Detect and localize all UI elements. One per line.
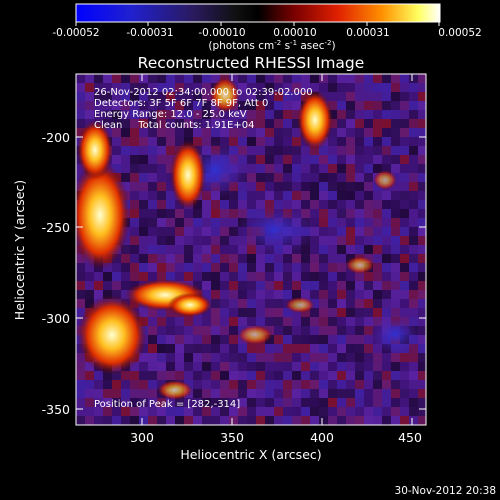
colorbar [75,3,441,23]
y-tick-label: -350 [42,402,70,417]
colorbar-tick-label: -0.00010 [198,27,245,39]
annotation-energy-range: Energy Range: 12.0 - 25.0 keV [94,109,247,120]
annotation-counts: Clean Total counts: 1.91E+04 [94,120,254,131]
colorbar-units: (photons cm-2 s-1 asec-2) [208,39,335,52]
annotation-detectors: Detectors: 3F 5F 6F 7F 8F 9F, Att 0 [94,98,268,109]
colorbar-tick-label: -0.00031 [126,27,173,39]
annotation-time-range: 26-Nov-2012 02:34:00.000 to 02:39:02.000 [94,87,313,98]
x-axis-ticks [141,74,413,425]
x-tick-label: 400 [310,430,334,445]
plot-title: Reconstructed RHESSI Image [138,54,365,72]
y-tick-label: -300 [42,311,70,326]
footer-date: 30-Nov-2012 20:38 [395,485,496,497]
x-tick-label: 350 [220,430,244,445]
colorbar-tick-label: 0.00031 [346,27,389,39]
plot-frame [75,73,427,426]
y-tick-label: -200 [42,130,70,145]
x-tick-label: 450 [398,430,422,445]
x-axis-label: Heliocentric X (arcsec) [180,447,321,462]
y-tick-label: -250 [42,220,70,235]
colorbar-tick-label: -0.00052 [52,27,99,39]
y-axis-ticks [76,136,426,410]
y-axis-label: Heliocentric Y (arcsec) [12,180,27,320]
rhessi-image [76,74,426,425]
colorbar-ticks [75,22,440,26]
colorbar-tick-label: 0.00052 [438,27,481,39]
x-tick-label: 300 [130,430,154,445]
colorbar-tick-label: 0.00010 [273,27,316,39]
annotation-peak-position: Position of Peak = [282,-314] [94,399,240,410]
